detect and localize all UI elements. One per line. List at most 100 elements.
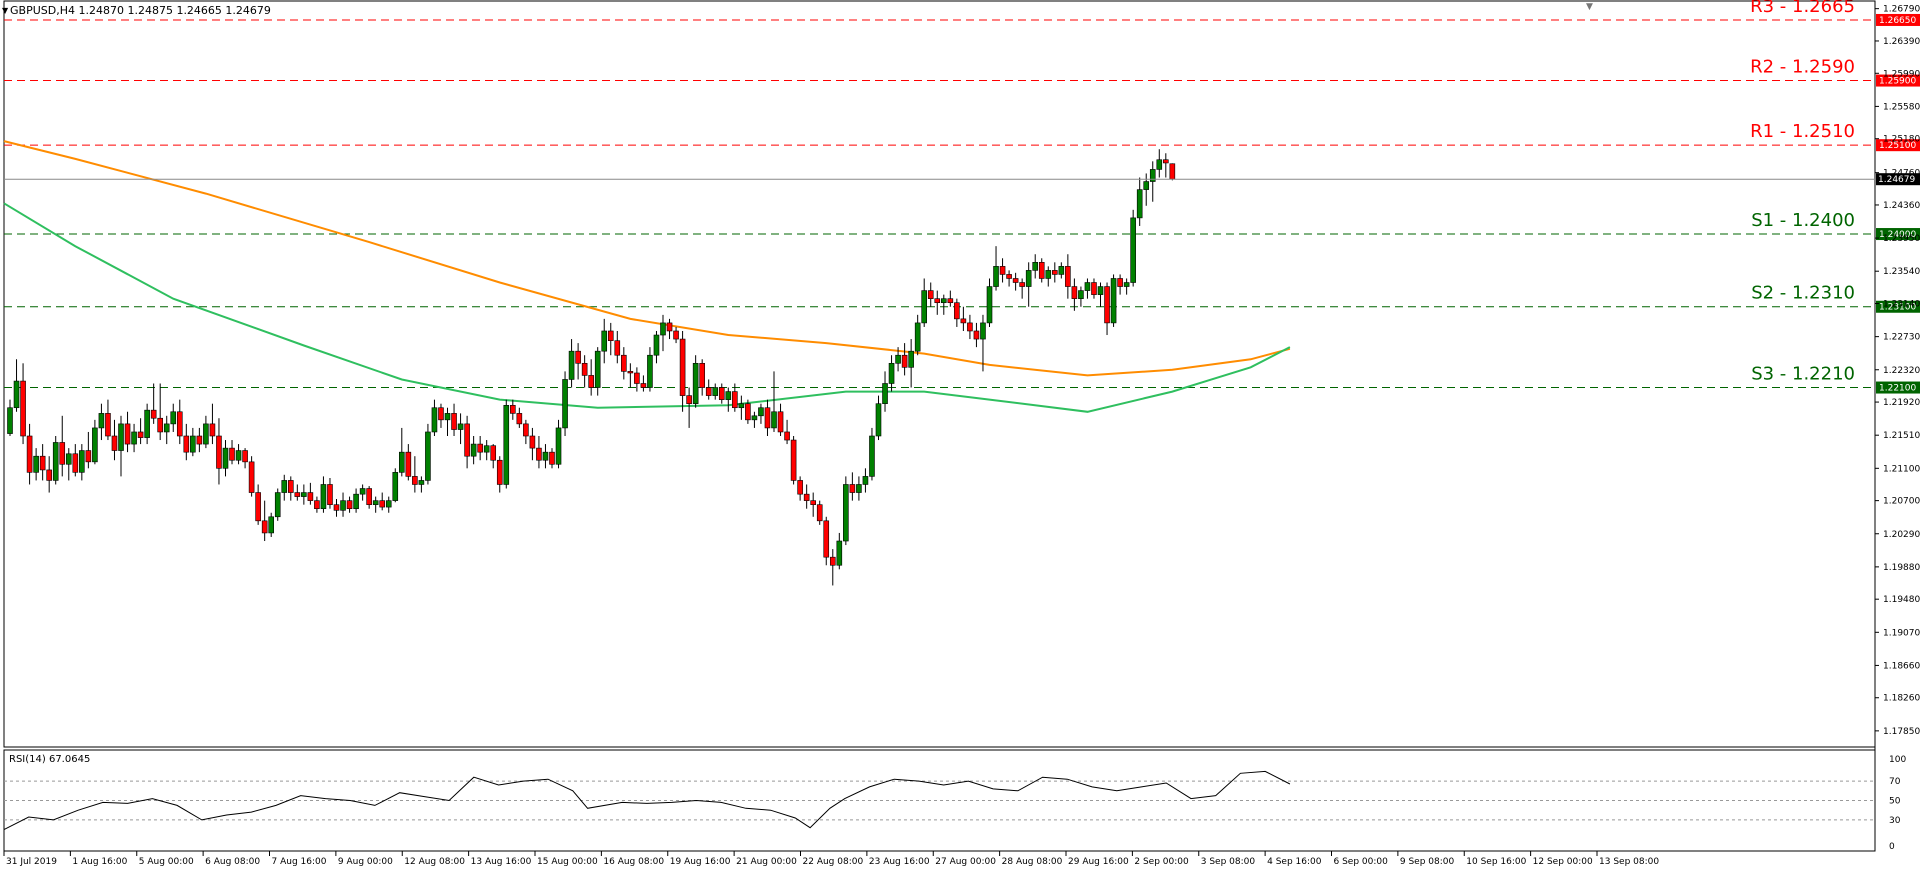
candle-body <box>1149 169 1156 182</box>
candle-body <box>444 413 451 421</box>
candle <box>20 363 26 445</box>
candle <box>555 419 562 469</box>
candle-body <box>405 451 412 477</box>
candle-body <box>65 453 72 465</box>
price-tick-label: 1.25180 <box>1883 135 1920 145</box>
candle-body <box>301 492 307 497</box>
candle-body <box>542 451 549 461</box>
candle-body <box>594 350 601 388</box>
time-tick-label: 9 Aug 00:00 <box>338 857 393 867</box>
candle-body <box>203 423 209 445</box>
candle-body <box>862 476 869 485</box>
candle <box>1117 274 1123 295</box>
candle-body <box>1084 282 1091 291</box>
candle-body <box>751 415 758 421</box>
candle-body <box>1006 274 1012 279</box>
candle <box>235 444 242 465</box>
candle-body <box>549 451 555 465</box>
level-label: S2 - 1.2310 <box>1751 283 1855 304</box>
candle-body <box>634 372 640 384</box>
candle <box>536 436 542 469</box>
candle-body <box>660 322 666 336</box>
time-tick-label: 5 Aug 00:00 <box>139 857 194 867</box>
candle-body <box>777 411 784 433</box>
candle-body <box>372 500 379 505</box>
price-tick-label: 1.22730 <box>1883 333 1920 343</box>
rsi-indicator: 100 70 50 30 0 <box>3 755 1906 852</box>
level-price-tag <box>1876 228 1920 241</box>
candle-body <box>1110 278 1117 324</box>
candle <box>255 484 261 525</box>
level-price-tag-label: 1.22100 <box>1879 384 1916 394</box>
candle <box>869 427 875 481</box>
candle <box>1012 272 1019 291</box>
candle-body <box>307 492 314 501</box>
candle <box>1019 278 1025 299</box>
candle-body <box>235 450 242 461</box>
candle-body <box>20 380 26 437</box>
candle-body <box>379 500 386 508</box>
candle-body <box>46 469 52 481</box>
candle-body <box>1091 282 1097 295</box>
candle <box>216 418 222 485</box>
candle <box>588 359 594 396</box>
candle <box>268 512 275 537</box>
candle-body <box>1117 278 1123 287</box>
rsi-line <box>3 770 1291 831</box>
candle-body <box>314 500 320 510</box>
candle-body <box>653 334 660 356</box>
rsi-label: RSI(14) 67.0645 <box>9 754 90 765</box>
candle-body <box>673 330 679 340</box>
candle-body <box>647 354 653 388</box>
candle-body <box>621 354 627 372</box>
price-tick-label: 1.25990 <box>1883 69 1920 79</box>
candle-body <box>921 290 928 324</box>
candle-body <box>692 362 699 404</box>
candle-body <box>1169 163 1176 180</box>
candle <box>882 371 888 412</box>
candle-body <box>1045 270 1052 279</box>
candle <box>131 423 137 453</box>
candle-body <box>1012 278 1019 283</box>
price-tick-label: 1.19070 <box>1883 628 1920 638</box>
candle <box>1038 258 1045 283</box>
candle-body <box>895 354 901 364</box>
candle <box>967 314 973 340</box>
candle <box>640 375 647 392</box>
time-tick-label: 15 Aug 00:00 <box>537 857 598 867</box>
candle <box>542 444 549 469</box>
candle <box>346 496 353 513</box>
candle <box>281 474 288 501</box>
candle-body <box>1156 159 1163 170</box>
time-tick-label: 4 Sep 16:00 <box>1267 857 1322 867</box>
moving-averages <box>3 140 1291 413</box>
candle <box>431 399 438 437</box>
candle <box>718 383 725 404</box>
scroll-marker-icon[interactable]: ▼ <box>1586 2 1593 12</box>
candle-body <box>927 290 934 299</box>
candle-body <box>1025 270 1032 287</box>
candle <box>137 418 144 445</box>
candle <box>144 403 150 445</box>
candle-body <box>510 405 516 414</box>
candle-body <box>216 435 222 469</box>
candle-body <box>732 391 738 409</box>
candle-body <box>261 520 268 534</box>
candle-body <box>901 354 908 368</box>
candle-body <box>529 435 536 449</box>
candle <box>823 516 830 566</box>
candle <box>59 415 66 477</box>
candle-body <box>718 387 725 400</box>
candle-body <box>725 391 732 400</box>
price-axis: 1.267901.263901.259901.255801.251801.247… <box>1875 5 1920 737</box>
candle <box>490 444 497 469</box>
candle <box>901 343 908 376</box>
candle <box>816 500 823 525</box>
time-tick-label: 7 Aug 16:00 <box>272 857 327 867</box>
candle-body <box>457 423 464 430</box>
candle-body <box>1163 159 1169 164</box>
rsi-tick-label: 0 <box>1889 842 1895 852</box>
symbol-dropdown-icon[interactable]: ▼ <box>2 6 9 15</box>
candle-body <box>516 413 523 425</box>
candle-body <box>967 322 973 332</box>
